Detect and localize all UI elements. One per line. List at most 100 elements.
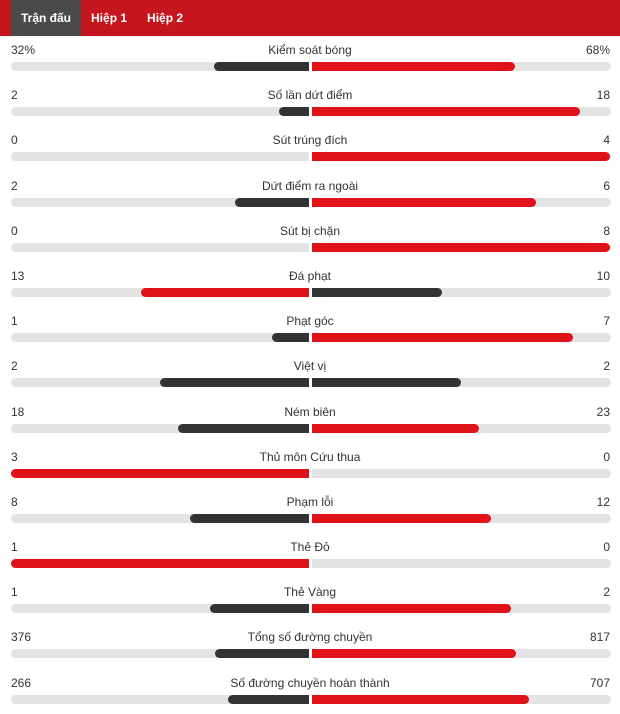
stat-row: 2 Việt vị 2 — [0, 352, 620, 397]
away-bar-track — [312, 423, 611, 433]
home-bar-track — [11, 107, 309, 117]
away-bar-track — [312, 694, 611, 704]
stat-name: Thẻ Đỏ — [290, 540, 330, 555]
home-bar-track — [11, 62, 309, 71]
away-bar-track — [312, 559, 611, 569]
away-bar — [312, 649, 517, 659]
stat-name: Thủ môn Cứu thua — [259, 449, 361, 464]
away-bar-track — [312, 468, 611, 478]
away-bar-track — [312, 62, 611, 71]
stat-name: Sút trúng đích — [272, 133, 348, 148]
home-bar-track — [11, 694, 309, 704]
away-value: 2 — [603, 585, 610, 600]
home-bar-track — [11, 333, 309, 343]
away-bar — [312, 242, 610, 252]
home-bar-track — [11, 513, 309, 523]
home-bar — [279, 107, 309, 117]
home-value: 8 — [11, 494, 18, 509]
stat-row: 13 Đá phạt 10 — [0, 262, 620, 307]
home-value: 3 — [11, 449, 18, 464]
stat-name: Dứt điểm ra ngoài — [261, 178, 359, 193]
stat-name: Ném biên — [284, 404, 336, 419]
home-bar — [11, 468, 309, 478]
home-bar — [209, 604, 309, 614]
home-bar — [140, 287, 309, 297]
away-value: 10 — [596, 268, 610, 283]
away-bar-track — [312, 242, 611, 252]
home-value: 13 — [11, 268, 25, 283]
away-bar-track — [312, 287, 611, 297]
home-value: 18 — [11, 404, 25, 419]
stat-row: 2 Dứt điểm ra ngoài 6 — [0, 172, 620, 217]
home-bar-track — [11, 649, 309, 659]
away-bar — [312, 107, 581, 117]
stat-row: 376 Tổng số đường chuyền 817 — [0, 623, 620, 668]
away-value: 18 — [596, 88, 610, 103]
away-bar — [312, 513, 491, 523]
stat-name: Số đường chuyền hoàn thành — [230, 675, 390, 690]
away-value: 4 — [603, 133, 610, 148]
stat-row: 8 Phạm lỗi 12 — [0, 488, 620, 533]
home-bar — [178, 423, 309, 433]
home-value: 266 — [11, 675, 32, 690]
away-bar-track — [312, 333, 611, 343]
stat-name: Thẻ Vàng — [283, 585, 337, 600]
home-bar — [11, 559, 309, 569]
home-value: 0 — [11, 223, 18, 238]
away-bar-track — [312, 107, 611, 117]
away-value: 23 — [596, 404, 610, 419]
away-bar — [312, 333, 573, 343]
away-bar-track — [312, 197, 611, 207]
stat-name: Số lần dứt điểm — [267, 88, 353, 103]
away-bar — [312, 604, 511, 614]
away-bar-track — [312, 649, 611, 659]
tab-second-half[interactable]: Hiệp 2 — [147, 11, 184, 25]
away-bar-track — [312, 513, 611, 523]
away-bar-track — [312, 378, 611, 388]
away-bar — [312, 694, 529, 704]
stat-row: 3 Thủ môn Cứu thua 0 — [0, 443, 620, 488]
stat-row: 1 Phạt góc 7 — [0, 307, 620, 352]
away-value: 6 — [603, 178, 610, 193]
home-value: 1 — [11, 540, 18, 555]
away-bar — [312, 62, 515, 71]
home-bar — [160, 378, 309, 388]
home-bar-track — [11, 378, 309, 388]
away-value: 0 — [603, 540, 610, 555]
away-bar — [312, 197, 536, 207]
stat-row: 266 Số đường chuyền hoàn thành 707 — [0, 669, 620, 714]
stat-name: Đá phạt — [288, 268, 332, 283]
away-bar — [312, 423, 480, 433]
home-bar — [227, 694, 309, 704]
stat-name: Việt vị — [293, 359, 327, 374]
home-bar-track — [11, 152, 309, 162]
home-bar-track — [11, 604, 309, 614]
home-value: 2 — [11, 359, 18, 374]
stat-name: Tổng số đường chuyền — [247, 630, 373, 645]
home-bar — [271, 333, 309, 343]
away-value: 7 — [603, 314, 610, 329]
home-value: 376 — [11, 630, 32, 645]
away-bar — [312, 378, 461, 388]
stat-row: 1 Thẻ Vàng 2 — [0, 578, 620, 623]
away-value: 8 — [603, 223, 610, 238]
home-value: 1 — [11, 585, 18, 600]
home-bar-track — [11, 287, 309, 297]
tab-first-half[interactable]: Hiệp 1 — [91, 11, 128, 25]
stat-name: Sút bị chặn — [279, 223, 341, 238]
away-value: 0 — [603, 449, 610, 464]
stat-name: Phạm lỗi — [286, 494, 334, 509]
away-value: 817 — [589, 630, 610, 645]
away-value: 12 — [596, 494, 610, 509]
away-bar — [312, 287, 442, 297]
home-value: 2 — [11, 178, 18, 193]
home-bar-track — [11, 559, 309, 569]
stat-row: 2 Số lần dứt điểm 18 — [0, 81, 620, 126]
stats-list: 32% Kiểm soát bóng 68% 2 Số lần dứt điểm 18 0 S… — [0, 36, 620, 714]
home-value: 0 — [11, 133, 18, 148]
away-bar-track — [312, 152, 611, 162]
away-value: 707 — [589, 675, 610, 690]
away-value: 68% — [585, 43, 610, 57]
home-value: 32% — [11, 43, 36, 57]
tab-match[interactable]: Trận đấu — [11, 0, 82, 36]
